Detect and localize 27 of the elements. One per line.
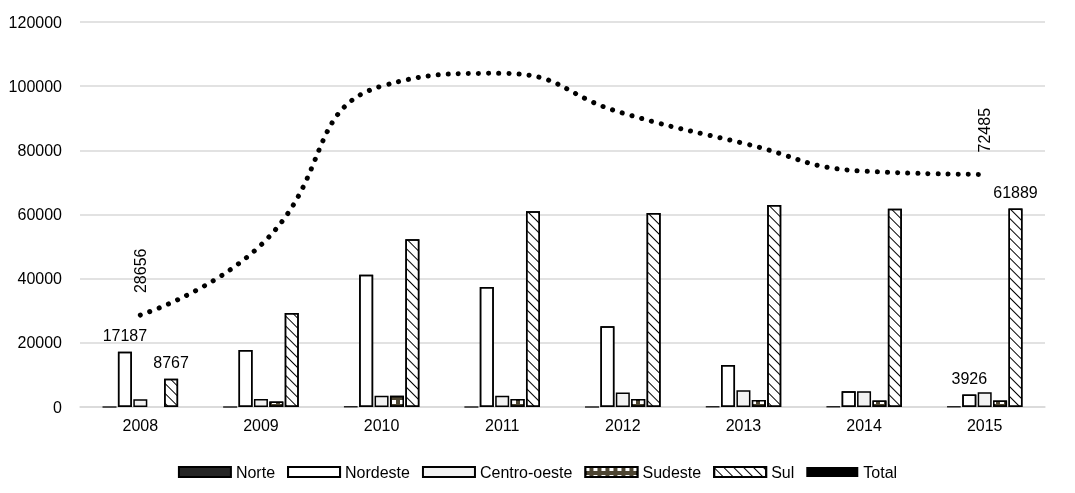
x-tick-label: 2010 xyxy=(363,416,400,434)
data-label: 8767 xyxy=(153,354,190,372)
y-tick-label: 120000 xyxy=(8,13,63,31)
x-tick-label: 2008 xyxy=(122,416,159,434)
legend-label: Sudeste xyxy=(642,463,702,481)
x-tick-label: 2011 xyxy=(484,416,520,434)
data-label: 17187 xyxy=(102,327,148,345)
legend-label: Total xyxy=(863,463,898,481)
data-label: 3926 xyxy=(951,369,988,387)
legend-label: Nordeste xyxy=(345,463,411,481)
x-tick-label: 2009 xyxy=(243,416,279,434)
legend-label: Sul xyxy=(771,463,795,481)
data-label: 72485 xyxy=(976,107,994,153)
y-tick-label: 40000 xyxy=(17,270,63,288)
data-label: 28656 xyxy=(131,248,149,294)
data-label: 61889 xyxy=(993,183,1038,201)
x-tick-label: 2013 xyxy=(725,416,762,434)
y-tick-label: 0 xyxy=(53,398,63,416)
x-tick-label: 2012 xyxy=(605,416,641,434)
legend-label: Centro-oeste xyxy=(479,463,573,481)
y-tick-label: 100000 xyxy=(8,77,63,95)
x-tick-label: 2014 xyxy=(846,416,882,434)
y-tick-label: 20000 xyxy=(17,334,63,352)
legend-label: Norte xyxy=(235,463,276,481)
y-tick-label: 80000 xyxy=(17,141,63,159)
x-tick-label: 2015 xyxy=(966,416,1003,434)
y-tick-label: 60000 xyxy=(17,206,63,223)
